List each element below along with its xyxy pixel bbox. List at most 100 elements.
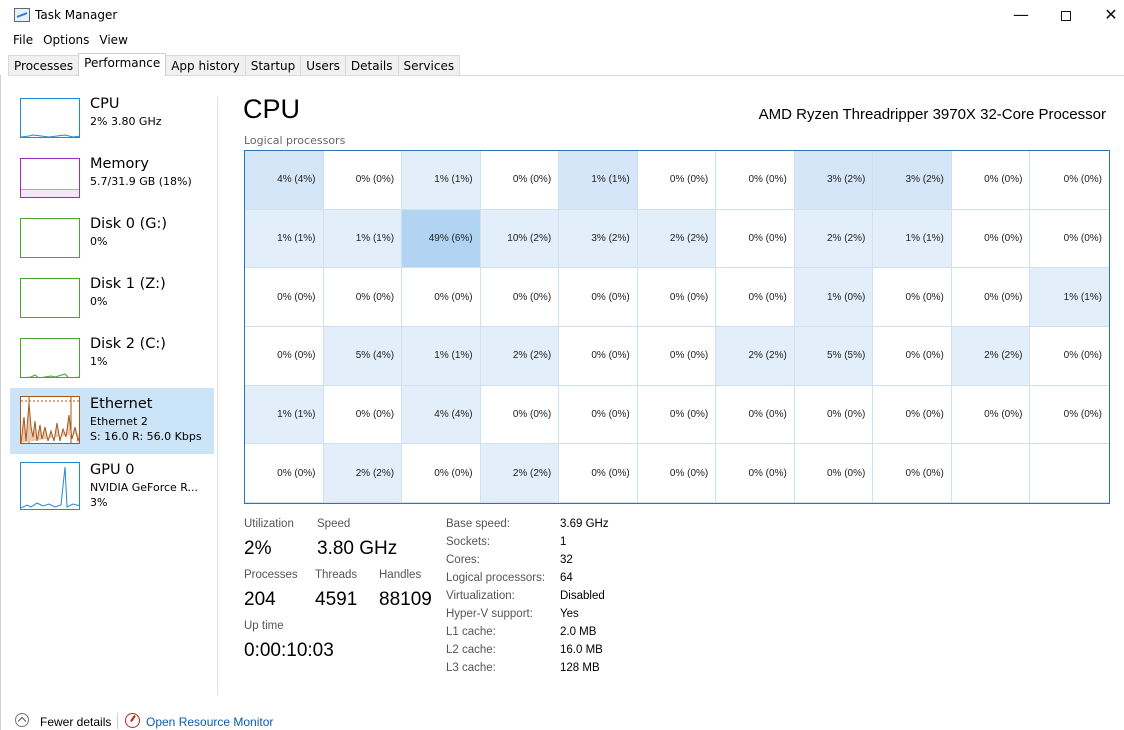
open-resource-monitor-link[interactable]: Open Resource Monitor	[146, 715, 274, 729]
logical-processor-cell: 1% (0%)	[794, 268, 874, 327]
tab-performance[interactable]: Performance	[78, 53, 167, 76]
logical-processor-grid: 4% (4%) 0% (0%) 1% (1%) 0% (0%) 1% (1%) 0% (0…	[244, 150, 1110, 504]
logical-processor-cell: 0% (0%)	[1030, 327, 1109, 386]
logical-processor-cell: 0% (0%)	[794, 444, 874, 503]
gpu-thumbnail-graph	[20, 462, 80, 510]
memory-sparkline	[21, 189, 79, 197]
info-key: Sockets:	[446, 536, 491, 548]
info-key: Logical processors:	[446, 572, 546, 584]
info-value: 128 MB	[560, 662, 600, 674]
sidebar-item-detail: 1%	[90, 355, 108, 368]
sidebar-divider	[217, 97, 218, 695]
tab-processes[interactable]: Processes	[8, 55, 80, 76]
tab-startup[interactable]: Startup	[244, 55, 302, 76]
logical-processor-cell: 0% (0%)	[637, 151, 717, 210]
logical-processor-cell: 1% (1%)	[559, 151, 638, 210]
logical-processor-cell: 2% (2%)	[323, 444, 403, 503]
logical-processor-cell: 0% (0%)	[480, 385, 560, 445]
cpu-sparkline	[21, 134, 79, 137]
fewer-details-button[interactable]: Fewer details	[40, 715, 112, 729]
sidebar-item-disk-2[interactable]: Disk 2 (C:) 1%	[10, 328, 214, 388]
resource-monitor-icon[interactable]	[125, 713, 140, 728]
sidebar-item-label: Disk 0 (G:)	[90, 216, 168, 232]
info-value: Disabled	[560, 590, 605, 602]
disk-2-thumbnail-graph	[20, 338, 80, 378]
sidebar-item-cpu[interactable]: CPU 2% 3.80 GHz	[10, 88, 214, 148]
logical-processor-cell: 0% (0%)	[323, 151, 403, 210]
logical-processor-cell: 2% (2%)	[716, 327, 795, 386]
logical-processor-cell: 1% (1%)	[245, 209, 324, 269]
sidebar-item-label: Disk 2 (C:)	[90, 336, 166, 352]
logical-processor-cell: 2% (2%)	[794, 209, 874, 269]
info-value: 32	[560, 554, 573, 566]
close-button[interactable]: ✕	[1104, 5, 1118, 24]
maximize-icon	[1061, 10, 1071, 21]
logical-processor-cell: 0% (0%)	[637, 444, 717, 503]
tab-app-history[interactable]: App history	[165, 55, 246, 76]
tab-details[interactable]: Details	[344, 55, 399, 76]
logical-processor-cell: 0% (0%)	[951, 385, 1031, 445]
logical-processor-cell: 0% (0%)	[1030, 210, 1109, 269]
task-manager-icon	[14, 8, 30, 22]
logical-processor-cell: 0% (0%)	[951, 209, 1031, 269]
logical-processor-cell: 0% (0%)	[559, 327, 638, 386]
info-key: Virtualization:	[446, 590, 515, 602]
minimize-button[interactable]: —	[1013, 5, 1029, 24]
menu-file[interactable]: File	[13, 33, 34, 47]
logical-processor-cell: 3% (2%)	[794, 151, 874, 210]
processes-value: 204	[244, 589, 276, 610]
sidebar-item-disk-0[interactable]: Disk 0 (G:) 0%	[10, 208, 214, 268]
logical-processor-cell: 2% (2%)	[480, 444, 560, 503]
speed-label: Speed	[317, 518, 351, 530]
sidebar-item-label: Memory	[90, 156, 149, 172]
threads-value: 4591	[315, 589, 358, 610]
grid-label: Logical processors	[244, 134, 346, 147]
ethernet-thumbnail-graph	[20, 396, 80, 444]
logical-processor-cell: 0% (0%)	[716, 385, 795, 445]
sidebar-item-detail: 0%	[90, 235, 108, 248]
logical-processor-cell: 1% (1%)	[323, 209, 403, 269]
tab-divider	[8, 75, 1124, 76]
memory-thumbnail-graph	[20, 158, 80, 198]
sidebar-item-ethernet[interactable]: Ethernet Ethernet 2 S: 16.0 R: 56.0 Kbps	[10, 388, 214, 454]
info-key: Base speed:	[446, 518, 510, 530]
logical-processor-cell: 4% (4%)	[245, 151, 324, 210]
tab-services[interactable]: Services	[397, 55, 461, 76]
logical-processor-cell: 0% (0%)	[873, 444, 952, 503]
tab-users[interactable]: Users	[300, 55, 346, 76]
logical-processor-cell: 0% (0%)	[873, 268, 952, 327]
disk-1-thumbnail-graph	[20, 278, 80, 318]
logical-processor-cell: 0% (0%)	[245, 444, 324, 503]
utilization-value: 2%	[244, 538, 272, 559]
title-bar: Task Manager — ✕	[0, 0, 1124, 30]
logical-processor-cell: 0% (0%)	[559, 385, 638, 445]
processes-label: Processes	[244, 569, 298, 581]
logical-processor-cell: 0% (0%)	[402, 444, 481, 503]
logical-processor-cell: 0% (0%)	[1030, 151, 1109, 210]
info-value: 3.69 GHz	[560, 518, 609, 530]
info-value: 16.0 MB	[560, 644, 603, 656]
sidebar-item-detail: 0%	[90, 295, 108, 308]
menu-view[interactable]: View	[99, 33, 128, 47]
maximize-button[interactable]	[1043, 0, 1089, 30]
sidebar-item-disk-1[interactable]: Disk 1 (Z:) 0%	[10, 268, 214, 328]
sidebar-item-memory[interactable]: Memory 5.7/31.9 GB (18%)	[10, 148, 214, 208]
sidebar-item-detail-2: 3%	[90, 496, 108, 509]
sidebar-item-label: GPU 0	[90, 462, 135, 478]
logical-processor-cell: 0% (0%)	[1030, 386, 1109, 445]
uptime-label: Up time	[244, 620, 284, 632]
chevron-up-icon[interactable]	[15, 713, 29, 727]
logical-processor-cell: 0% (0%)	[637, 385, 717, 445]
sidebar-item-gpu-0[interactable]: GPU 0 NVIDIA GeForce R... 3%	[10, 454, 214, 520]
menu-options[interactable]: Options	[43, 33, 90, 47]
info-key: L1 cache:	[446, 626, 496, 638]
logical-processor-cell: 5% (5%)	[794, 327, 874, 386]
info-key: Cores:	[446, 554, 480, 566]
logical-processor-cell: 2% (2%)	[480, 327, 560, 386]
window-left-border	[0, 75, 1, 730]
empty-cell	[1030, 444, 1109, 503]
logical-processor-cell: 0% (0%)	[951, 151, 1031, 210]
sidebar-item-label: Disk 1 (Z:)	[90, 276, 166, 292]
logical-processor-cell: 0% (0%)	[402, 268, 481, 327]
logical-processor-cell: 0% (0%)	[559, 268, 638, 327]
